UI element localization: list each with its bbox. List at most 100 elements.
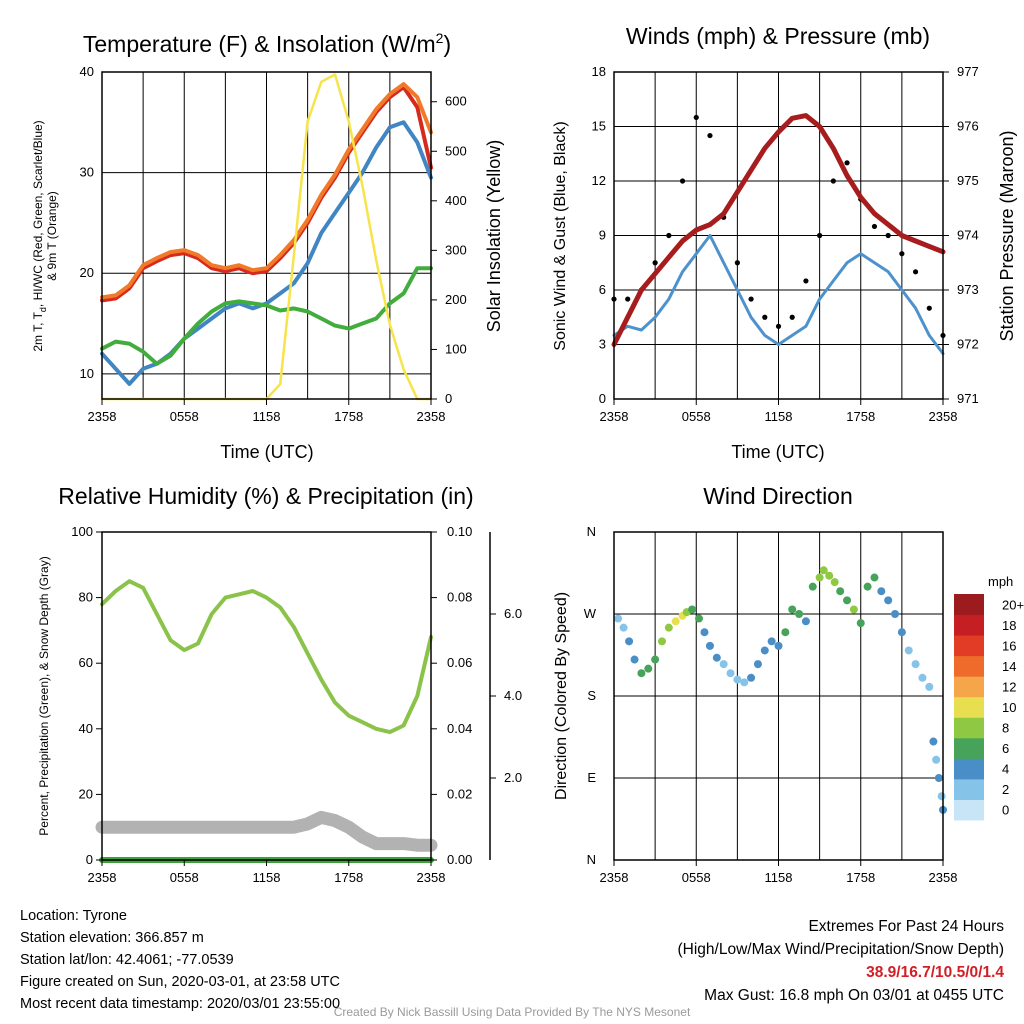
direction-point bbox=[619, 623, 628, 632]
wind-title: Winds (mph) & Pressure (mb) bbox=[626, 23, 930, 49]
y-tick-label: S bbox=[587, 688, 596, 703]
direction-point bbox=[897, 628, 906, 637]
x-tick-label: 2358 bbox=[600, 870, 629, 885]
series-station-pressure bbox=[611, 113, 946, 347]
wind-plot-frame bbox=[613, 71, 944, 400]
series-snow-depth bbox=[95, 810, 438, 852]
colorbar-label: 6 bbox=[1002, 741, 1009, 756]
colorbar-swatch bbox=[954, 758, 984, 780]
y-tick-label: 9 bbox=[599, 228, 606, 243]
colorbar-label: 20+ bbox=[1002, 597, 1024, 612]
extremes-box: Extremes For Past 24 Hours (High/Low/Max… bbox=[678, 915, 1005, 1007]
gust-point bbox=[707, 132, 713, 139]
colorbar-swatch bbox=[954, 635, 984, 657]
temperature-title: Temperature (F) & Insolation (W/m2) bbox=[83, 30, 451, 57]
speed-colorbar: 0 2 4 6 8 10 12 14 16 18 20+ bbox=[954, 594, 1024, 821]
y-right-tick-label: 0.00 bbox=[447, 852, 472, 867]
colorbar-label: 2 bbox=[1002, 782, 1009, 797]
x-tick-label: 1758 bbox=[846, 409, 875, 424]
direction-point bbox=[688, 605, 697, 614]
x-tick-label: 2358 bbox=[929, 870, 958, 885]
x-tick-label: 2358 bbox=[88, 409, 117, 424]
temperature-panel: Temperature (F) & Insolation (W/m2) 10 20… bbox=[31, 30, 504, 462]
station-location: Location: Tyrone bbox=[20, 908, 127, 924]
direction-title: Wind Direction bbox=[703, 483, 853, 509]
y-right-tick-label: 973 bbox=[957, 282, 979, 297]
credit-line: Created By Nick Bassill Using Data Provi… bbox=[333, 1005, 691, 1019]
y-tick-label: W bbox=[584, 606, 597, 621]
direction-point bbox=[825, 571, 834, 580]
humidity-panel: Relative Humidity (%) & Precipitation (i… bbox=[37, 483, 522, 885]
gust-point bbox=[789, 314, 795, 320]
direction-point bbox=[925, 682, 934, 691]
direction-point bbox=[830, 578, 839, 587]
direction-ylabel-left: Direction (Colored By Speed) bbox=[553, 592, 570, 800]
colorbar-swatch bbox=[954, 614, 984, 636]
y-tick-label: 40 bbox=[80, 64, 94, 79]
y-tick-label: 40 bbox=[79, 721, 93, 736]
direction-point bbox=[651, 655, 660, 664]
y-right-tick-label: 500 bbox=[445, 143, 467, 158]
series-wind bbox=[612, 234, 945, 356]
direction-point bbox=[863, 582, 872, 591]
y-right-tick-label: 400 bbox=[445, 193, 467, 208]
x-tick-label: 1758 bbox=[846, 870, 875, 885]
colorbar-label: 0 bbox=[1002, 803, 1009, 818]
temperature-plot-frame bbox=[101, 71, 432, 400]
y-tick-label: 80 bbox=[79, 590, 93, 605]
gust-point bbox=[666, 232, 672, 239]
direction-point bbox=[937, 792, 946, 801]
direction-point bbox=[781, 628, 790, 637]
direction-point bbox=[664, 623, 673, 632]
temperature-ylabel-left-2: & 9m T (Orange) bbox=[45, 191, 59, 281]
direction-point bbox=[705, 641, 714, 650]
y-right-tick-label: 976 bbox=[957, 119, 979, 134]
direction-point bbox=[856, 619, 865, 628]
y-tick-label: E bbox=[587, 770, 596, 785]
direction-point bbox=[726, 669, 735, 678]
x-tick-label: 2358 bbox=[417, 409, 446, 424]
gust-point bbox=[912, 269, 919, 275]
y-right-tick-label: 971 bbox=[957, 391, 979, 406]
colorbar-swatch bbox=[954, 799, 984, 821]
y-tick-label: 100 bbox=[71, 524, 93, 539]
colorbar-label: 16 bbox=[1002, 638, 1016, 653]
x-tick-label: 1158 bbox=[765, 870, 793, 885]
station-info: Location: Tyrone Station elevation: 366.… bbox=[20, 905, 340, 1015]
x-tick-label: 2358 bbox=[600, 409, 629, 424]
direction-point bbox=[808, 582, 817, 591]
direction-point bbox=[795, 610, 804, 618]
x-tick-label: 2358 bbox=[417, 870, 446, 885]
direction-point bbox=[644, 664, 653, 673]
y-tick-label: 20 bbox=[79, 786, 93, 801]
y-right-tick-label: 0.06 bbox=[447, 655, 472, 670]
direction-point bbox=[891, 610, 900, 618]
y-tick-label: 15 bbox=[592, 119, 606, 134]
gust-point bbox=[693, 114, 699, 121]
gust-point bbox=[803, 278, 809, 284]
direction-panel: Wind Direction N E S W N 2358 0558 1158 1758 2358… bbox=[553, 483, 1024, 885]
direction-point bbox=[753, 660, 762, 669]
direction-point bbox=[849, 605, 858, 614]
direction-point bbox=[740, 678, 749, 687]
series-9m-t bbox=[100, 82, 433, 300]
y-tick-label: 6 bbox=[599, 282, 606, 297]
station-elevation: Station elevation: 366.857 m bbox=[20, 930, 204, 946]
humidity-title: Relative Humidity (%) & Precipitation (i… bbox=[58, 483, 473, 509]
y-tick-label: 0 bbox=[599, 391, 606, 406]
colorbar-title: mph bbox=[988, 574, 1013, 589]
wind-ylabel-right: Station Pressure (Maroon) bbox=[997, 130, 1017, 341]
gust-point bbox=[625, 296, 631, 302]
colorbar-swatch bbox=[954, 655, 984, 677]
direction-point bbox=[904, 646, 913, 655]
direction-point bbox=[733, 675, 742, 684]
gust-point bbox=[926, 305, 932, 311]
direction-plot-frame bbox=[613, 531, 944, 861]
max-gust: Max Gust: 16.8 mph On 03/01 at 0455 UTC bbox=[704, 987, 1004, 1004]
figure-created: Figure created on Sun, 2020-03-01, at 23… bbox=[20, 974, 340, 990]
x-tick-label: 1758 bbox=[334, 409, 363, 424]
y-right-tick-label: 0 bbox=[445, 391, 452, 406]
gust-point bbox=[885, 232, 891, 239]
direction-point bbox=[760, 646, 769, 655]
